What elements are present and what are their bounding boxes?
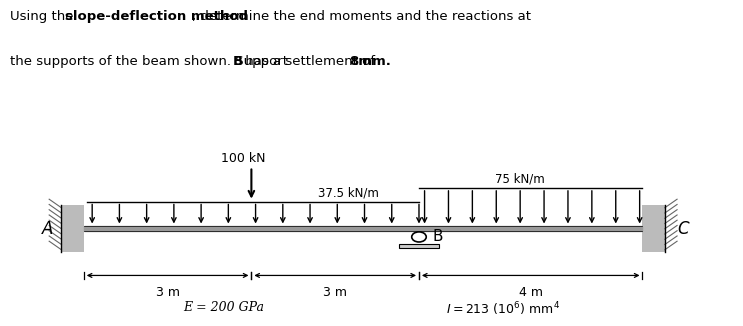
Bar xyxy=(84,227,643,231)
Bar xyxy=(643,205,665,252)
Text: 3 m: 3 m xyxy=(323,286,347,299)
Text: , determine the end moments and the reactions at: , determine the end moments and the reac… xyxy=(192,10,531,23)
Text: E = 200 GPa: E = 200 GPa xyxy=(183,301,264,314)
Text: B: B xyxy=(433,230,444,244)
Text: slope-deflection method: slope-deflection method xyxy=(65,10,247,23)
Text: 8mm.: 8mm. xyxy=(349,55,391,68)
Text: 3 m: 3 m xyxy=(155,286,180,299)
Text: C: C xyxy=(677,220,689,238)
Text: 4 m: 4 m xyxy=(519,286,542,299)
Text: has a settlement of: has a settlement of xyxy=(241,55,380,68)
Text: B: B xyxy=(233,55,243,68)
Text: the supports of the beam shown. Support: the supports of the beam shown. Support xyxy=(10,55,293,68)
Text: 75 kN/m: 75 kN/m xyxy=(495,173,545,186)
Text: $I = 213\ (10^6)\ \mathrm{mm}^4$: $I = 213\ (10^6)\ \mathrm{mm}^4$ xyxy=(446,301,560,318)
Text: 100 kN: 100 kN xyxy=(221,152,265,165)
Bar xyxy=(400,244,438,248)
Text: A: A xyxy=(42,220,53,238)
Circle shape xyxy=(412,232,426,242)
Text: Using the: Using the xyxy=(10,10,78,23)
Bar xyxy=(62,205,84,252)
Text: 37.5 kN/m: 37.5 kN/m xyxy=(319,186,380,200)
